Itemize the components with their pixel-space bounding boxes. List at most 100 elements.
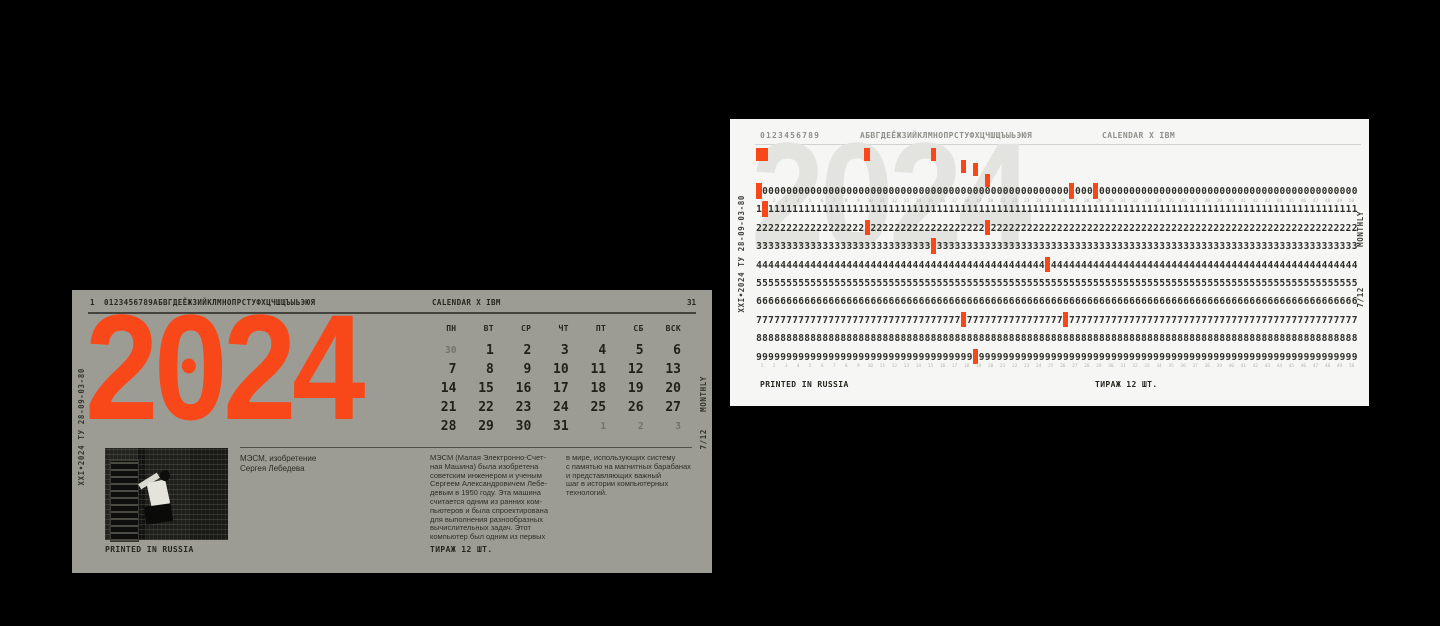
digit-cell: 3 <box>1147 241 1153 253</box>
digit-cell: 5 <box>822 278 829 289</box>
digit-cell: 0 <box>1159 186 1165 197</box>
digit-cell: 9 <box>996 351 1003 363</box>
digit-cell: 3 <box>894 241 901 253</box>
calendar-day: 17 <box>553 381 569 396</box>
digit-cell: 1 <box>1333 204 1340 216</box>
digit-cell: 9 <box>942 351 949 363</box>
digit-cell: 0 <box>840 186 847 197</box>
digit-cell: 5 <box>990 278 997 289</box>
digit-cell: 2 <box>1159 222 1165 234</box>
digit-cell: 4 <box>1321 259 1328 271</box>
digit-cell: 7 <box>918 314 925 326</box>
digit-cell: 5 <box>1032 278 1039 289</box>
calendar-day: 29 <box>478 419 494 434</box>
digit-cell: 6 <box>1237 296 1244 308</box>
digit-cell: 7 <box>756 314 762 326</box>
digit-cell: 5 <box>816 278 823 289</box>
digit-cell: 7 <box>1141 314 1147 326</box>
digit-cell: 5 <box>1243 278 1250 289</box>
digit-cell: 6 <box>1159 296 1165 308</box>
digit-cell: 2 <box>1044 222 1051 234</box>
digit-cell: 2 <box>1309 222 1316 234</box>
digit-cell: 0 <box>786 186 792 197</box>
digit-cell: 3 <box>1267 241 1274 253</box>
punch-hole <box>864 219 870 236</box>
digit-cell: 5 <box>1303 278 1310 289</box>
digit-cell: 3 <box>942 241 949 253</box>
digit-cell: 7 <box>1201 314 1208 326</box>
digit-cell: 6 <box>1050 296 1057 308</box>
digit-cell: 3 <box>990 241 997 253</box>
digit-cell: 5 <box>966 278 973 289</box>
digit-cell: 9 <box>1183 351 1189 363</box>
digit-cell: 7 <box>996 314 1003 326</box>
digit-cell: 3 <box>1141 241 1147 253</box>
digit-cell: 5 <box>1020 278 1027 289</box>
calendar-day: 27 <box>665 400 681 415</box>
digit-cell: 6 <box>1141 296 1147 308</box>
digit-cell: 7 <box>852 314 859 326</box>
digit-cell: 8 <box>894 333 901 345</box>
digit-cell: 7 <box>1165 314 1171 326</box>
digit-cell: 0 <box>900 186 907 197</box>
digit-cell: 3 <box>1111 241 1117 253</box>
digit-cell: 0 <box>1062 186 1069 197</box>
digit-cell: 3 <box>810 241 817 253</box>
punch-hole <box>756 183 762 199</box>
digit-cell: 6 <box>864 296 871 308</box>
digit-cell: 3 <box>948 241 955 253</box>
digit-cell: 3 <box>1105 241 1111 253</box>
digit-cell: 7 <box>1068 314 1075 326</box>
digit-cell: 4 <box>1255 259 1262 271</box>
digit-cell: 0 <box>1123 186 1129 197</box>
digit-cell: 8 <box>1044 333 1051 345</box>
digit-cell: 9 <box>1068 351 1075 363</box>
digit-cell: 4 <box>1201 259 1208 271</box>
digit-cell: 8 <box>1008 333 1015 345</box>
calendar-day: 3 <box>675 421 681 432</box>
digit-cell: 2 <box>1135 222 1141 234</box>
digit-cell: 0 <box>984 186 991 197</box>
digit-cell: 5 <box>792 278 798 289</box>
calendar-day: 25 <box>590 400 607 415</box>
digit-cell: 8 <box>1074 333 1081 345</box>
digit-cell: 4 <box>1177 259 1183 271</box>
digit-cell: 5 <box>1129 278 1135 289</box>
digit-cell: 0 <box>1171 186 1177 197</box>
digit-cell: 6 <box>786 296 792 308</box>
digit-cell: 8 <box>762 333 768 345</box>
digit-cell: 7 <box>1231 314 1238 326</box>
digit-cell: 3 <box>858 241 865 253</box>
digit-cell: 5 <box>1026 278 1033 289</box>
digit-cell: 9 <box>978 351 985 363</box>
digit-cell: 8 <box>924 333 931 345</box>
weekday-header: ВТ <box>483 324 494 333</box>
digit-cell: 5 <box>876 278 883 289</box>
calendar-day: 2 <box>523 343 532 358</box>
digit-cell: 9 <box>984 351 991 363</box>
header-rule <box>88 312 696 314</box>
digit-cell: 9 <box>1044 351 1051 363</box>
digit-cell: 3 <box>804 241 810 253</box>
punch-hole <box>1063 311 1069 328</box>
digit-cell: 3 <box>870 241 877 253</box>
digit-cell: 7 <box>1237 314 1244 326</box>
digit-cell: 8 <box>1080 333 1087 345</box>
digit-cell: 1 <box>852 204 859 216</box>
digit-cell: 7 <box>810 314 817 326</box>
digit-cell: 4 <box>876 259 883 271</box>
digit-cell: 6 <box>1068 296 1075 308</box>
digit-cell: 7 <box>1339 314 1346 326</box>
digit-cell: 8 <box>774 333 780 345</box>
digit-cell: 9 <box>1165 351 1171 363</box>
digit-cell: 8 <box>1225 333 1232 345</box>
digit-cell: 3 <box>1327 241 1334 253</box>
weekday-header: ПТ <box>595 324 607 333</box>
digit-cell: 0 <box>1008 186 1015 197</box>
digit-cell: 1 <box>1105 204 1111 216</box>
digit-cell: 0 <box>1147 186 1153 197</box>
header-day-count: 31 <box>686 298 696 307</box>
digit-cell: 2 <box>1249 222 1256 234</box>
digit-cell: 8 <box>972 333 979 345</box>
